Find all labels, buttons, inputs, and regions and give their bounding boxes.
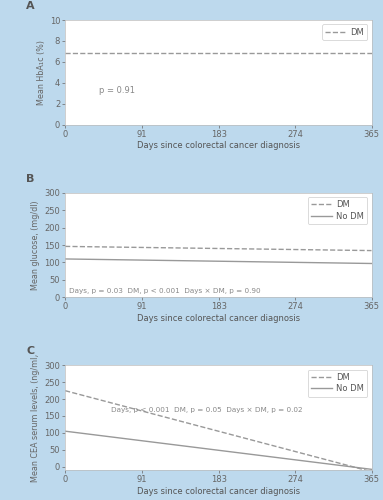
Legend: DM, No DM: DM, No DM	[308, 197, 367, 224]
X-axis label: Days since colorectal cancer diagnosis: Days since colorectal cancer diagnosis	[137, 314, 300, 323]
Legend: DM, No DM: DM, No DM	[308, 370, 367, 396]
Text: C: C	[26, 346, 34, 356]
X-axis label: Days since colorectal cancer diagnosis: Days since colorectal cancer diagnosis	[137, 142, 300, 150]
Legend: DM: DM	[322, 24, 367, 40]
Text: Days, p = 0.03  DM, p < 0.001  Days × DM, p = 0.90: Days, p = 0.03 DM, p < 0.001 Days × DM, …	[69, 288, 261, 294]
Y-axis label: Mean CEA serum levels, (ng/ml): Mean CEA serum levels, (ng/ml)	[31, 354, 40, 482]
Text: Days, p < 0.001  DM, p = 0.05  Days × DM, p = 0.02: Days, p < 0.001 DM, p = 0.05 Days × DM, …	[111, 406, 303, 412]
Text: B: B	[26, 174, 34, 184]
Text: p = 0.91: p = 0.91	[99, 86, 135, 96]
Y-axis label: Mean HbA₁c (%): Mean HbA₁c (%)	[37, 40, 46, 105]
X-axis label: Days since colorectal cancer diagnosis: Days since colorectal cancer diagnosis	[137, 486, 300, 496]
Y-axis label: Mean glucose, (mg/dl): Mean glucose, (mg/dl)	[31, 200, 40, 290]
Text: A: A	[26, 1, 35, 11]
